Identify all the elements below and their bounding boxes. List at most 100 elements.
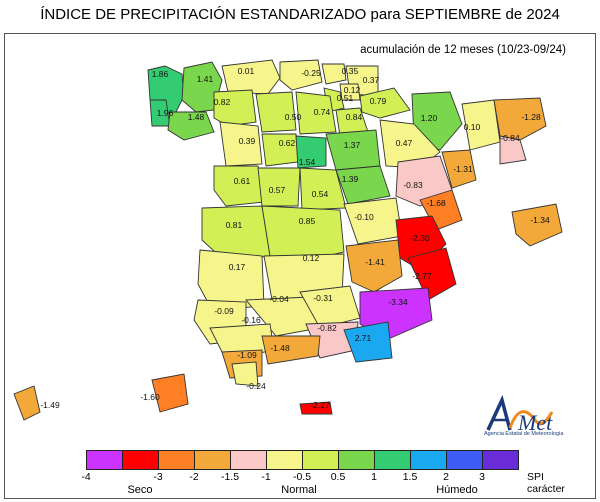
province-value-label: 0.51 xyxy=(337,93,354,103)
legend-tick-label: -2 xyxy=(189,471,199,483)
legend-tick-label: -1.5 xyxy=(220,471,240,483)
province-value-label: -1.68 xyxy=(426,198,446,208)
province-value-label: -1.28 xyxy=(521,112,541,122)
province-value-label: -2.30 xyxy=(410,233,430,243)
legend-swatch xyxy=(194,450,231,470)
province-region xyxy=(13,385,41,421)
province-value-label: -0.16 xyxy=(241,315,261,325)
province-value-label: -0.04 xyxy=(269,294,289,304)
province-region xyxy=(407,247,457,301)
province-value-label: -0.83 xyxy=(403,180,423,190)
legend-tick-label: 1 xyxy=(371,471,377,483)
province-value-label: 0.47 xyxy=(396,138,413,148)
province-value-label: -0.84 xyxy=(500,133,520,143)
province-value-label: 1.96 xyxy=(157,108,174,118)
legend-tick-label: -0.5 xyxy=(292,471,312,483)
province-region xyxy=(213,89,257,127)
province-value-label: -0.09 xyxy=(214,306,234,316)
province-value-label: 1.20 xyxy=(421,113,438,123)
province-value-label: 0.61 xyxy=(234,176,251,186)
province-value-label: -0.10 xyxy=(354,212,374,222)
province-value-label: 0.62 xyxy=(279,138,296,148)
legend-tick-label: 2 xyxy=(443,471,449,483)
province-region xyxy=(213,165,265,207)
province-value-label: 0.50 xyxy=(285,112,302,122)
province-region xyxy=(493,97,547,141)
legend-swatch xyxy=(266,450,303,470)
legend-swatch xyxy=(158,450,195,470)
legend-category-dry: Seco xyxy=(127,484,153,496)
legend-swatch xyxy=(446,450,483,470)
province-value-label: 0.01 xyxy=(238,66,255,76)
province-value-label: 0.81 xyxy=(226,220,243,230)
map-title: ÍNDICE DE PRECIPITACIÓN ESTANDARIZADO pa… xyxy=(40,6,560,23)
province-region xyxy=(255,91,297,133)
legend-category-wet: Húmedo xyxy=(436,484,478,496)
province-value-label: -1.41 xyxy=(365,257,385,267)
province-region xyxy=(221,59,281,95)
legend-tick-label: -4 xyxy=(81,471,91,483)
province-value-label: 1.39 xyxy=(342,174,359,184)
province-value-label: 0.10 xyxy=(464,122,481,132)
legend-category-normal: Normal xyxy=(281,484,317,496)
legend-swatch xyxy=(86,450,123,470)
province-value-label: 1.37 xyxy=(344,140,361,150)
province-region xyxy=(261,335,321,365)
legend-tick-label: 1.5 xyxy=(402,471,418,483)
province-region xyxy=(295,135,327,169)
province-value-label: -1.48 xyxy=(270,343,290,353)
province-value-label: 0.57 xyxy=(269,185,286,195)
province-region xyxy=(295,91,337,135)
legend-swatch xyxy=(230,450,267,470)
province-value-label: 1.48 xyxy=(188,112,205,122)
province-value-label: 0.74 xyxy=(314,107,331,117)
province-value-label: 0.35 xyxy=(342,66,359,76)
province-region xyxy=(151,373,189,413)
province-value-label: -1.49 xyxy=(40,400,60,410)
province-value-label: -0.25 xyxy=(301,68,321,78)
legend-tick-label: -3 xyxy=(153,471,163,483)
legend-tick-label: 0.5 xyxy=(330,471,346,483)
province-value-label: -3.34 xyxy=(388,297,408,307)
province-value-label: -1.60 xyxy=(140,392,160,402)
province-value-label: 0.54 xyxy=(312,189,329,199)
province-region xyxy=(299,401,333,415)
map-frame xyxy=(4,33,596,499)
province-region xyxy=(339,83,361,101)
province-region xyxy=(231,361,259,387)
province-region xyxy=(511,203,563,247)
province-region xyxy=(345,239,403,293)
province-value-label: -0.82 xyxy=(317,323,337,333)
province-region xyxy=(279,59,323,91)
province-region xyxy=(321,63,347,85)
province-value-label: -2.77 xyxy=(412,271,432,281)
province-value-label: -0.31 xyxy=(313,293,333,303)
province-region xyxy=(219,121,263,167)
aemet-logo: Met xyxy=(486,394,554,435)
legend-swatch xyxy=(338,450,375,470)
province-value-label: 0.12 xyxy=(303,253,320,263)
province-value-label: 0.84 xyxy=(346,112,363,122)
legend-tick-label: 3 xyxy=(479,471,485,483)
province-value-label: 2.71 xyxy=(355,333,372,343)
province-value-label: 0.39 xyxy=(239,136,256,146)
legend-unit-spi: SPI xyxy=(527,471,544,483)
legend-swatch xyxy=(302,450,339,470)
province-value-label: -0.24 xyxy=(246,381,266,391)
province-region xyxy=(325,129,381,171)
legend-swatch xyxy=(122,450,159,470)
legend-tick-label: -1 xyxy=(261,471,271,483)
province-value-label: 0.79 xyxy=(370,96,387,106)
province-value-label: -1.34 xyxy=(530,215,550,225)
province-region xyxy=(499,135,527,165)
province-value-label: 1.54 xyxy=(299,157,316,167)
province-value-label: -1.31 xyxy=(453,164,473,174)
province-region xyxy=(257,167,301,207)
legend-swatch xyxy=(482,450,519,470)
province-region xyxy=(167,111,215,141)
map-subtitle: acumulación de 12 meses (10/23-09/24) xyxy=(360,44,566,56)
legend-swatch xyxy=(410,450,447,470)
provinces-layer xyxy=(13,59,563,421)
province-value-label: 0.82 xyxy=(214,97,231,107)
